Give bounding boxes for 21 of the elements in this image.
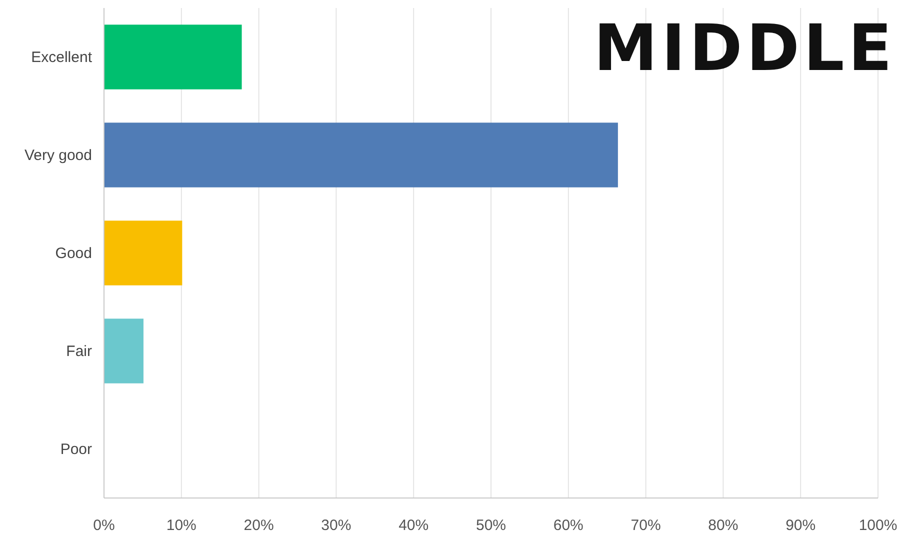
x-tick-label: 50% — [476, 517, 506, 534]
y-tick-label: Very good — [24, 147, 92, 164]
y-tick-label: Excellent — [31, 49, 93, 66]
bar — [104, 122, 618, 188]
x-tick-label: 40% — [398, 517, 429, 534]
x-tick-label: 60% — [553, 517, 584, 534]
x-tick-label: 70% — [630, 517, 661, 534]
x-tick-label: 80% — [708, 517, 738, 534]
x-tick-label: 20% — [244, 517, 274, 534]
x-tick-label: 10% — [166, 517, 196, 534]
bar — [104, 318, 144, 384]
x-tick-label: 90% — [786, 517, 816, 534]
bar — [104, 220, 182, 286]
y-tick-label: Good — [55, 245, 92, 262]
y-tick-label: Poor — [60, 441, 92, 458]
x-tick-label: 100% — [858, 517, 898, 534]
bar — [104, 24, 242, 90]
x-tick-label: 30% — [321, 517, 352, 534]
y-tick-label: Fair — [66, 343, 92, 360]
x-tick-label: 0% — [93, 517, 115, 534]
annotation: MIDDLE — [594, 12, 896, 86]
